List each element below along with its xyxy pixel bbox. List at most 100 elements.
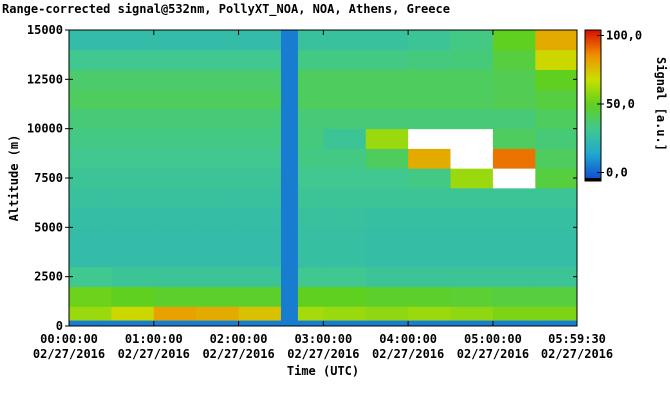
heatmap-cell [238,266,282,288]
heatmap-cell [280,128,299,149]
heatmap-cell [196,286,240,307]
colorbar-step [585,173,601,177]
heatmap-cell [69,266,112,288]
heatmap-cell [280,247,299,268]
heatmap-cell [297,128,324,149]
heatmap-cell [535,306,578,321]
heatmap-cell [323,108,367,130]
heatmap-cell [492,187,536,209]
heatmap-cell [365,187,409,209]
heatmap-cell [450,128,494,149]
heatmap-cell [323,128,367,149]
heatmap-cell [69,306,112,321]
heatmap-cell [492,266,536,288]
x-tick-date: 02/27/2016 [118,347,190,361]
heatmap-cell [111,320,155,327]
heatmap-cell [535,128,578,149]
heatmap-cell [323,49,367,70]
chart-title: Range-corrected signal@532nm, PollyXT_NO… [2,2,450,17]
heatmap-cell [280,286,299,307]
colorbar-step [585,42,601,46]
heatmap-cell [297,247,324,268]
colorbar-step [585,86,601,90]
heatmap-cell [280,306,299,321]
heatmap-cell [153,108,197,130]
colorbar-step [585,84,601,88]
colorbar-frame [584,29,602,182]
heatmap-cell [535,320,578,327]
y-tick-label: 0 [56,319,63,333]
colorbar-step [585,143,601,147]
colorbar-step [585,160,601,164]
heatmap-cell [535,89,578,110]
heatmap-cell [238,286,282,307]
colorbar-step [585,79,601,83]
heatmap-cell [69,108,112,130]
heatmap-cell [450,49,494,70]
colorbar-step [585,62,601,66]
heatmap-cell [323,227,367,248]
x-tick-date: 02/27/2016 [541,347,613,361]
heatmap-cell [297,49,324,70]
y-tick-label: 2500 [34,270,63,284]
heatmap-cell [280,207,299,228]
heatmap-cell [69,320,112,327]
x-tick-label: 05:59:30 [548,332,606,346]
colorbar-step [585,126,601,130]
heatmap-cell [535,187,578,209]
heatmap-cell [297,266,324,288]
heatmap-cell [297,227,324,248]
y-tick-label: 7500 [34,171,63,185]
heatmap-cell [535,207,578,228]
heatmap-cell [280,320,299,327]
x-axis-label: Time (UTC) [287,364,359,378]
heatmap-cell [196,320,240,327]
heatmap-cell [365,247,409,268]
colorbar-step [585,104,601,107]
heatmap-cell [153,30,197,51]
heatmap-cell [323,207,367,228]
heatmap-cell [238,168,282,189]
colorbar-step [585,150,601,154]
heatmap-cell [69,286,112,307]
heatmap-cell [196,247,240,268]
heatmap-cell [69,168,112,189]
heatmap-cell [238,247,282,268]
heatmap-cell [153,207,197,228]
colorbar-step [585,54,601,58]
heatmap-cell [408,306,452,321]
heatmap-cell [535,108,578,130]
colorbar-step [585,138,601,142]
colorbar-step [585,118,601,122]
colorbar-step [585,141,601,144]
y-tick-label: 10000 [27,122,63,136]
heatmap-cell [111,207,155,228]
heatmap-cell [323,286,367,307]
colorbar-tick-label: 0,0 [606,166,628,180]
x-tick-label: 03:00:00 [294,332,352,346]
heatmap-cell [196,30,240,51]
heatmap-cell [297,69,324,90]
heatmap-cell [408,89,452,110]
heatmap-cell [297,207,324,228]
heatmap-cell [323,306,367,321]
heatmap-cell [69,30,112,51]
heatmap-cell [153,49,197,70]
heatmap-cell [196,207,240,228]
heatmap-cell [450,247,494,268]
heatmap-cell [297,306,324,321]
heatmap-cell [196,306,240,321]
heatmap-cell [492,89,536,110]
heatmap-cell [323,266,367,288]
heatmap-cell [535,227,578,248]
x-tick-label: 04:00:00 [379,332,437,346]
colorbar-step [585,163,601,167]
heatmap-cell [365,286,409,307]
heatmap-cell [408,49,452,70]
heatmap-cell [365,69,409,90]
heatmap-cell [492,227,536,248]
colorbar-step [585,101,601,105]
heatmap-cell [111,247,155,268]
heatmap-cell [450,148,494,169]
colorbar-step [585,121,601,125]
